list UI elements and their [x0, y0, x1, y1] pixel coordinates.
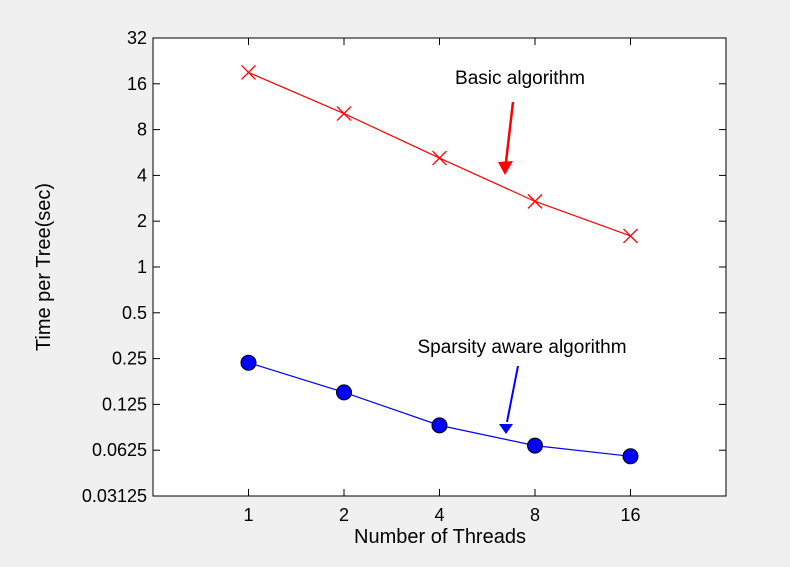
basic-annotation-arrowhead — [498, 161, 513, 175]
basic-point-stroke — [432, 150, 447, 166]
sparse-annotation-arrow — [506, 365, 519, 423]
sparse-data-point — [336, 384, 352, 401]
y-tick-label: 0.03125 — [82, 486, 147, 506]
ticks-layer: 1 2 4 8 16 0.03125 0.0625 0.125 0.25 0.5 1 2 4 8 16 32 — [82, 28, 726, 525]
basic-point-stroke — [527, 193, 543, 209]
basic-algorithm-annotation: Basic algorithm — [455, 68, 585, 89]
basic-data-point — [527, 193, 543, 209]
y-tick-label: 0.25 — [112, 349, 147, 369]
basic-point-stroke — [336, 106, 352, 122]
x-tick-label: 2 — [339, 505, 349, 525]
basic-data-point — [336, 106, 352, 122]
y-axis-label: Time per Tree(sec) — [33, 183, 55, 351]
x-tick-label: 1 — [243, 505, 253, 525]
y-tick-label: 2 — [137, 211, 147, 231]
series-layer — [240, 64, 639, 465]
sparse-data-point — [622, 448, 639, 465]
sparse-data-point — [431, 417, 448, 434]
basic-annotation-arrow — [504, 101, 515, 163]
x-tick-label: 16 — [620, 505, 640, 525]
sparsity-aware-annotation: Sparsity aware algorithm — [417, 337, 626, 358]
x-tick-label: 4 — [434, 505, 444, 525]
y-tick-label: 0.0625 — [92, 440, 147, 460]
sparse-annotation-arrowhead — [499, 424, 513, 434]
basic-data-point — [623, 228, 638, 244]
sparse-data-point — [240, 354, 257, 371]
y-tick-label: 8 — [137, 120, 147, 140]
basic-point-stroke — [623, 228, 638, 244]
y-tick-label: 16 — [127, 74, 147, 94]
basic-data-point — [432, 150, 447, 166]
y-tick-label: 0.5 — [122, 303, 147, 323]
y-tick-label: 32 — [127, 28, 147, 48]
x-axis-label: Number of Threads — [354, 526, 526, 548]
x-tick-label: 8 — [530, 505, 540, 525]
y-tick-label: 0.125 — [102, 394, 147, 414]
y-tick-label: 1 — [137, 257, 147, 277]
y-tick-label: 4 — [137, 165, 147, 185]
basic-data-point — [241, 64, 256, 80]
basic-point-stroke — [241, 64, 256, 80]
sparse-data-point — [527, 437, 543, 454]
